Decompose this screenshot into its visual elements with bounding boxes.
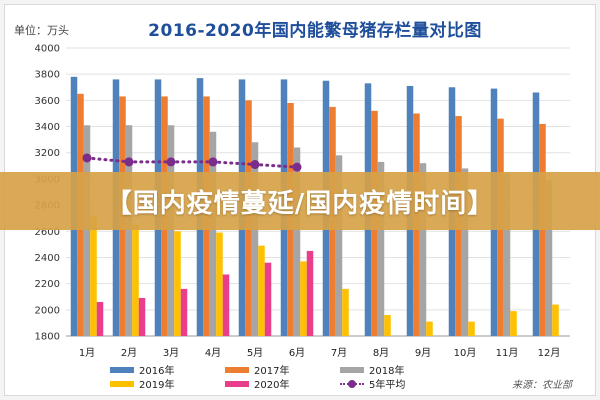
- bar-2020年: [96, 301, 104, 336]
- banner-text[interactable]: 【国内疫情蔓延/国内疫情时间】: [105, 188, 495, 219]
- x-tick-label: 1月: [79, 347, 95, 359]
- bar-2020年: [180, 288, 188, 336]
- bar-2020年: [138, 298, 146, 336]
- bar-2018年: [545, 180, 553, 336]
- bar-2020年: [222, 274, 230, 336]
- bar-2018年: [503, 173, 511, 336]
- bar-2018年: [251, 142, 259, 336]
- avg-point: [208, 157, 218, 167]
- legend-label: 2018年: [369, 366, 405, 377]
- bar-2019年: [132, 224, 139, 336]
- bar-2019年: [426, 321, 433, 336]
- x-tick-label: 9月: [415, 347, 431, 359]
- bar-2018年: [335, 155, 343, 336]
- legend-swatch: [110, 380, 134, 387]
- bar-2019年: [468, 321, 475, 336]
- bar-2019年: [384, 315, 391, 336]
- legend-item-2017: 2017年: [225, 362, 289, 377]
- bar-2019年: [510, 311, 517, 336]
- legend-label: 5年平均: [369, 380, 406, 391]
- bar-2019年: [300, 261, 307, 336]
- y-tick-label: 2000: [35, 305, 60, 316]
- x-tick-label: 7月: [331, 347, 347, 359]
- legend-label: 2017年: [254, 366, 290, 377]
- legend-label: 2019年: [139, 380, 175, 391]
- legend-label: 2016年: [139, 366, 175, 377]
- x-tick-label: 2月: [121, 347, 137, 359]
- y-tick-label: 2600: [35, 227, 60, 238]
- avg-point: [82, 153, 92, 163]
- y-tick-label: 3400: [35, 122, 60, 133]
- avg-point: [292, 162, 302, 172]
- legend-item-5yr-avg: 5年平均: [340, 376, 405, 391]
- x-tick-label: 10月: [454, 347, 477, 359]
- legend-label: 2020年: [254, 380, 290, 391]
- bar-2018年: [461, 168, 469, 336]
- y-tick-label: 1800: [35, 332, 60, 343]
- legend-item-2018: 2018年: [340, 362, 404, 377]
- bar-2020年: [306, 250, 314, 336]
- x-tick-label: 8月: [373, 347, 389, 359]
- legend-item-2016: 2016年: [110, 362, 174, 377]
- y-tick-label: 2400: [35, 253, 60, 264]
- legend-swatch: [225, 380, 249, 387]
- bar-2018年: [83, 125, 91, 337]
- x-tick-label: 6月: [289, 347, 305, 359]
- avg-line-path: [85, 156, 299, 169]
- bar-2018年: [377, 161, 385, 336]
- bar-2018年: [167, 125, 175, 337]
- bar-2020年: [264, 262, 272, 336]
- bar-2019年: [216, 232, 223, 336]
- average-line: [82, 153, 302, 172]
- avg-point: [124, 157, 134, 167]
- bar-2019年: [258, 245, 265, 336]
- unit-label: 单位：万头: [14, 24, 69, 37]
- bar-2019年: [174, 231, 181, 336]
- legend-swatch: [340, 379, 364, 388]
- y-tick-label: 3600: [35, 96, 60, 107]
- avg-point: [250, 160, 260, 170]
- bar-2019年: [552, 304, 559, 336]
- y-tick-label: 3800: [35, 70, 60, 81]
- x-tick-label: 4月: [205, 347, 221, 359]
- legend-swatch: [340, 366, 364, 373]
- x-tick-label: 12月: [538, 347, 561, 359]
- chart-title: 2016-2020年国内能繁母猪存栏量对比图: [148, 21, 482, 41]
- bar-2018年: [419, 163, 427, 336]
- bar-2019年: [90, 215, 97, 336]
- bar-2018年: [125, 125, 133, 337]
- bar-2019年: [342, 288, 349, 336]
- legend-swatch: [225, 366, 249, 373]
- overlay-banner[interactable]: 【国内疫情蔓延/国内疫情时间】: [0, 172, 600, 230]
- source-label: 来源：农业部: [512, 380, 572, 391]
- legend-item-2019: 2019年: [110, 376, 174, 391]
- y-tick-label: 4000: [35, 44, 60, 55]
- y-tick-label: 2200: [35, 279, 60, 290]
- x-tick-label: 5月: [247, 347, 263, 359]
- y-tick-label: 3200: [35, 148, 60, 159]
- x-tick-label: 3月: [163, 347, 179, 359]
- bar-2018年: [293, 147, 301, 336]
- x-axis: 1月 2月 3月 4月 5月 6月 7月 8月 9月 10月 11月 12月: [79, 347, 561, 359]
- legend-item-2020: 2020年: [225, 376, 289, 391]
- x-tick-label: 11月: [496, 347, 519, 359]
- avg-point: [166, 157, 176, 167]
- bar-2018年: [209, 131, 217, 336]
- legend-swatch: [110, 366, 134, 373]
